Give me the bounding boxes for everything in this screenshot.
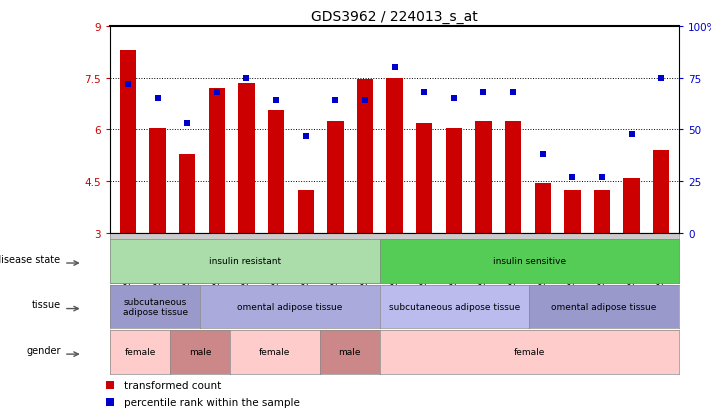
Bar [387,78,402,233]
Bar [179,154,196,233]
Text: disease state: disease state [0,254,60,264]
Bar [238,83,255,233]
Text: omental adipose tissue: omental adipose tissue [552,302,657,311]
Text: subcutaneous
adipose tissue: subcutaneous adipose tissue [122,297,188,316]
Text: subcutaneous adipose tissue: subcutaneous adipose tissue [389,302,520,311]
Bar [120,51,136,233]
Point [270,98,282,104]
Bar [653,151,669,233]
Bar [209,89,225,233]
Title: GDS3962 / 224013_s_at: GDS3962 / 224013_s_at [311,10,478,24]
Text: insulin resistant: insulin resistant [209,257,281,266]
Point [181,121,193,127]
Text: gender: gender [26,345,60,355]
Text: female: female [513,348,545,356]
Point [122,81,134,88]
Bar [535,183,551,233]
Bar [298,190,314,233]
Text: omental adipose tissue: omental adipose tissue [237,302,343,311]
Point [656,75,667,82]
Text: percentile rank within the sample: percentile rank within the sample [124,396,300,406]
Bar [268,111,284,233]
Point [389,65,400,71]
Bar [624,178,640,233]
Point [419,90,430,96]
Point [567,174,578,181]
Point [597,174,608,181]
Text: female: female [260,348,291,356]
Point [241,75,252,82]
Text: male: male [188,348,211,356]
Bar [476,121,491,233]
Text: tissue: tissue [31,299,60,309]
Bar [149,128,166,233]
Bar [416,123,432,233]
Point [152,96,164,102]
Point [537,152,548,158]
Text: male: male [338,348,361,356]
Bar [565,190,580,233]
Text: transformed count: transformed count [124,380,222,390]
Point [211,90,223,96]
Bar [327,121,343,233]
Point [300,133,311,140]
Text: female: female [124,348,156,356]
Point [448,96,459,102]
Bar [505,121,521,233]
Bar [446,128,462,233]
Text: insulin sensitive: insulin sensitive [493,257,566,266]
Bar [594,190,610,233]
Point [359,98,370,104]
Point [626,131,637,138]
Bar [357,80,373,233]
Point [508,90,519,96]
Point [478,90,489,96]
Point [330,98,341,104]
